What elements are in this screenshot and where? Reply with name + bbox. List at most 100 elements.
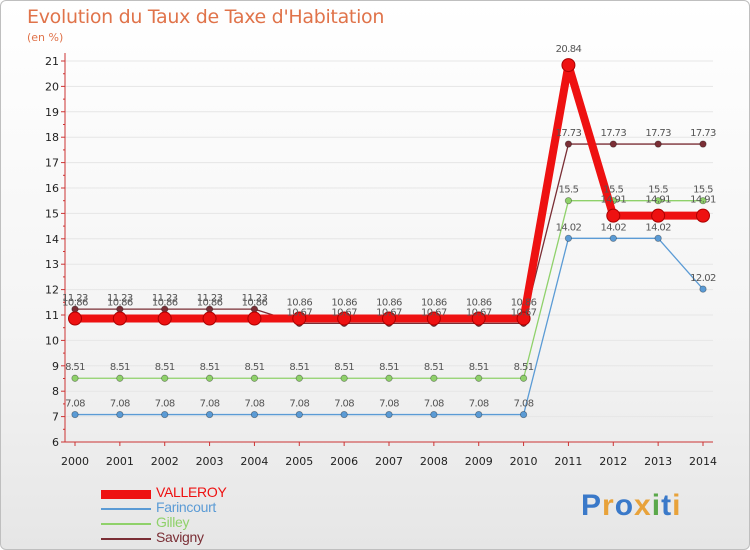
data-label: 10.86 — [331, 298, 357, 309]
y-tick-label: 15 — [45, 207, 59, 220]
data-label: 7.08 — [424, 399, 444, 410]
data-label: 11.23 — [62, 293, 88, 304]
chart-title: Evolution du Taux de Taxe d'Habitation — [27, 6, 385, 28]
data-point — [157, 311, 172, 326]
legend-label: Farincourt — [156, 499, 217, 515]
legend-swatch — [101, 489, 151, 499]
data-point — [250, 410, 259, 419]
x-tick-label: 2013 — [644, 455, 672, 468]
logo-letter: P — [581, 489, 603, 522]
y-tick-label: 11 — [45, 309, 59, 322]
data-point — [250, 374, 259, 382]
data-label: 15.5 — [603, 185, 623, 196]
data-label: 8.51 — [469, 362, 489, 373]
data-point — [430, 374, 438, 382]
data-label: 7.08 — [155, 399, 175, 410]
data-label: 8.51 — [379, 362, 399, 373]
data-point — [609, 234, 617, 242]
data-point — [247, 311, 262, 326]
chart-subtitle: (en %) — [27, 31, 64, 44]
data-point — [340, 410, 348, 419]
data-point — [519, 374, 528, 382]
data-point — [606, 208, 621, 223]
logo-letter: t — [661, 489, 673, 522]
data-label: 7.08 — [334, 399, 354, 410]
data-point — [340, 374, 348, 382]
data-point — [699, 140, 707, 148]
y-tick-label: 17 — [45, 157, 59, 170]
data-label: 17.73 — [600, 128, 626, 139]
data-point — [71, 410, 79, 419]
data-point — [699, 285, 707, 293]
y-tick-label: 6 — [52, 436, 59, 449]
data-label: 8.51 — [65, 362, 85, 373]
logo-letter: i — [651, 489, 662, 522]
data-label: 14.02 — [600, 222, 626, 233]
y-tick-label: 12 — [45, 284, 59, 297]
data-point — [564, 197, 573, 205]
y-tick-label: 7 — [52, 411, 59, 424]
data-point — [116, 374, 124, 382]
x-tick-label: 2006 — [330, 455, 358, 468]
series-group — [68, 58, 710, 419]
data-point — [475, 374, 483, 382]
y-tick-label: 18 — [45, 131, 59, 144]
data-label: 10.86 — [242, 298, 268, 309]
logo-letter: o — [614, 489, 635, 522]
data-label: 7.08 — [289, 399, 309, 410]
data-label: 15.5 — [648, 185, 668, 196]
data-label: 8.51 — [514, 362, 534, 373]
data-label: 8.51 — [289, 362, 309, 373]
legend-swatch — [101, 538, 151, 540]
data-point — [475, 410, 483, 419]
legend-label: Gilley — [156, 514, 190, 530]
data-label: 10.67 — [376, 307, 402, 318]
data-point — [426, 311, 441, 326]
data-point — [651, 208, 666, 223]
data-point — [71, 374, 79, 382]
y-tick-label: 21 — [45, 55, 59, 68]
data-label: 14.91 — [690, 195, 716, 206]
data-label: 15.5 — [558, 185, 578, 196]
data-label: 7.08 — [65, 399, 85, 410]
data-point — [385, 410, 393, 419]
data-label: 10.86 — [197, 298, 223, 309]
y-tick-label: 8 — [52, 385, 59, 398]
data-label: 20.84 — [556, 44, 582, 55]
x-tick-label: 2002 — [151, 455, 179, 468]
data-label: 8.51 — [155, 362, 175, 373]
x-tick-label: 2003 — [196, 455, 224, 468]
data-point — [654, 234, 662, 242]
data-label: 12.02 — [690, 273, 716, 284]
data-point — [699, 197, 707, 205]
data-label: 7.08 — [244, 399, 264, 410]
y-tick-label: 13 — [45, 258, 59, 271]
data-point — [112, 311, 127, 326]
data-point — [609, 140, 617, 148]
logo-letter: r — [602, 489, 615, 522]
data-point — [295, 374, 303, 382]
logo-letter: x — [634, 489, 652, 522]
x-tick-label: 2001 — [106, 455, 134, 468]
data-point — [696, 208, 710, 223]
data-label: 7.08 — [200, 399, 220, 410]
data-point — [430, 410, 438, 419]
legend-swatch — [101, 508, 151, 510]
data-point — [564, 140, 573, 148]
data-label: 10.67 — [466, 307, 492, 318]
data-point — [654, 197, 662, 205]
data-label: 7.08 — [514, 399, 534, 410]
x-tick-label: 2009 — [465, 455, 493, 468]
data-label: 10.86 — [107, 298, 133, 309]
data-labels: 10.86 10.86 10.86 10.86 10.86 10.86 10.86 10.86… — [62, 44, 716, 410]
data-label: 7.08 — [379, 399, 399, 410]
data-label: 11.23 — [107, 293, 133, 304]
data-point — [116, 410, 124, 419]
data-label: 10.67 — [421, 307, 447, 318]
data-label: 14.02 — [645, 222, 671, 233]
x-tick-label: 2014 — [689, 455, 717, 468]
data-label: 8.51 — [110, 362, 130, 373]
data-label: 17.73 — [690, 128, 716, 139]
